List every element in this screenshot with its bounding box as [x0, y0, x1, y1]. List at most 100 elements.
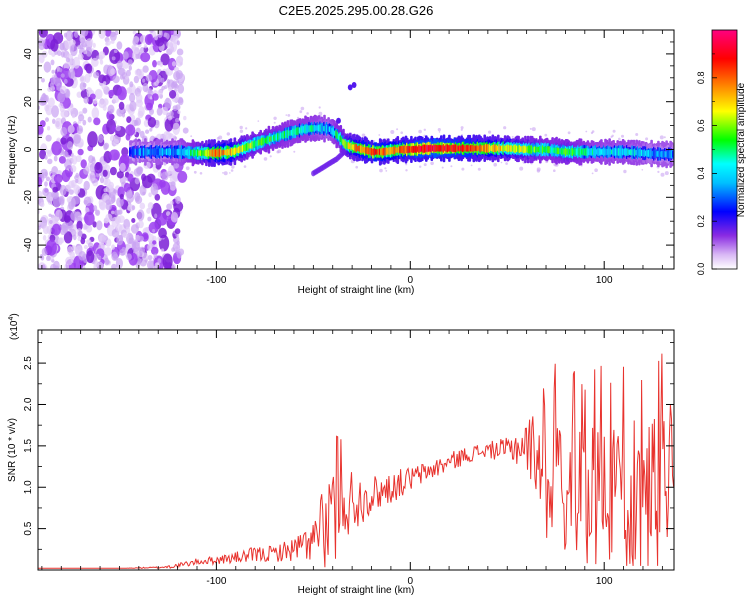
noise-blob — [168, 165, 175, 174]
faint-point — [190, 135, 193, 138]
noise-blob — [137, 110, 144, 119]
noise-blob — [79, 75, 87, 83]
spectrogram-image — [38, 30, 674, 269]
faint-point — [470, 164, 473, 167]
noise-blob — [145, 129, 150, 134]
branch-cell — [342, 148, 347, 155]
y-tick-label: -20 — [23, 190, 34, 205]
noise-blob — [130, 224, 139, 234]
noise-blob — [133, 75, 140, 84]
noise-blob — [105, 213, 113, 223]
noise-blob — [68, 189, 74, 195]
noise-blob — [80, 159, 87, 169]
noise-blob — [70, 165, 77, 173]
colorbar-label: Normalized spectral amplitude — [736, 82, 747, 217]
noise-blob — [126, 253, 132, 261]
x-tick-label: 100 — [596, 576, 613, 587]
noise-blob — [142, 191, 146, 195]
noise-blob — [104, 30, 112, 37]
noise-blob — [147, 216, 152, 222]
noise-blob — [62, 225, 69, 234]
noise-blob — [55, 209, 63, 221]
faint-point — [544, 133, 548, 137]
noise-blob — [64, 263, 70, 269]
noise-blob — [141, 173, 147, 182]
x-tick-label: 0 — [408, 576, 414, 587]
noise-blob — [110, 39, 115, 44]
noise-blob — [103, 188, 108, 193]
faint-point — [500, 161, 503, 164]
noise-blob — [131, 205, 136, 211]
noise-blob — [60, 51, 65, 58]
noise-blob — [125, 124, 136, 136]
spectrogram-x-ticks: -100 0 100 — [41, 30, 663, 286]
faint-point — [193, 170, 197, 174]
noise-blob — [160, 248, 165, 252]
noise-blob — [159, 61, 163, 67]
noise-blob — [175, 104, 181, 111]
noise-blob — [38, 30, 48, 38]
faint-point — [300, 106, 305, 111]
noise-blob — [83, 244, 88, 250]
noise-blob — [152, 93, 159, 101]
noise-blob — [99, 176, 105, 184]
faint-point — [450, 165, 453, 168]
faint-point — [231, 161, 235, 164]
noise-blob — [83, 96, 89, 104]
snr-scale-suffix: ) — [9, 313, 20, 316]
noise-blob — [78, 114, 85, 122]
faint-point — [645, 137, 649, 141]
noise-blob — [86, 87, 92, 94]
faint-point — [318, 111, 323, 116]
noise-blob — [116, 60, 123, 70]
noise-blob — [147, 202, 154, 210]
noise-blob — [115, 125, 121, 132]
faint-point — [641, 169, 644, 171]
noise-blob — [85, 165, 89, 171]
noise-blob — [112, 75, 120, 84]
noise-blob — [83, 50, 88, 55]
faint-point — [230, 169, 234, 172]
noise-blob — [49, 220, 53, 224]
noise-blob — [104, 247, 112, 256]
noise-blob — [176, 56, 184, 64]
noise-blob — [152, 60, 157, 68]
noise-blob — [176, 48, 184, 56]
noise-blob — [43, 61, 52, 73]
noise-blob — [38, 264, 42, 269]
noise-blob — [78, 251, 86, 261]
noise-blob — [76, 91, 83, 98]
faint-point — [355, 165, 359, 169]
spectrogram-panel: -100 0 100 -40 -20 0 20 40 Height of straight … — [7, 29, 675, 296]
colorbar-tick-label: 0.6 — [696, 119, 706, 132]
noise-blob — [68, 68, 76, 79]
noise-blob — [80, 37, 86, 44]
noise-blob — [122, 51, 129, 60]
noise-blob — [157, 30, 163, 38]
noise-blob — [75, 172, 79, 178]
noise-blob — [152, 228, 156, 233]
faint-point — [245, 127, 248, 130]
noise-blob — [107, 104, 115, 115]
noise-blob — [145, 74, 153, 82]
noise-blob — [164, 97, 172, 109]
faint-point — [285, 114, 288, 116]
noise-blob — [70, 210, 79, 221]
x-tick-label: 100 — [596, 275, 613, 286]
noise-blob — [147, 117, 157, 128]
noise-blob — [172, 162, 180, 169]
faint-point — [460, 126, 464, 130]
noise-blob — [131, 241, 140, 252]
noise-blob — [115, 223, 123, 232]
noise-blob — [89, 93, 96, 100]
noise-blob — [113, 138, 119, 146]
noise-blob — [137, 69, 144, 80]
noise-blob — [147, 88, 153, 94]
noise-blob — [167, 133, 174, 140]
noise-blob — [116, 41, 123, 50]
noise-blob — [86, 250, 95, 264]
noise-blob — [94, 88, 103, 100]
noise-blob — [175, 196, 181, 204]
faint-point — [621, 134, 624, 138]
noise-blob — [171, 61, 177, 67]
